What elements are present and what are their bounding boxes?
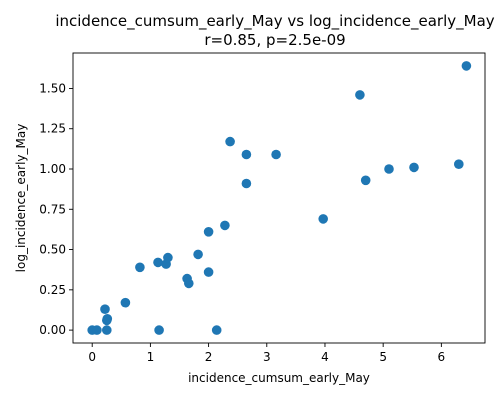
x-tick-label: 2 [205,350,213,364]
data-point [92,325,102,335]
data-point [203,227,214,237]
y-tick-label: 0.75 [39,202,66,216]
data-point [193,249,203,260]
x-tick-label: 6 [438,350,446,364]
plot-frame [72,52,486,344]
data-point [241,149,252,160]
data-point [135,262,145,273]
data-point [220,220,230,231]
data-point [100,304,110,315]
data-points [87,61,472,335]
x-tick-label: 5 [379,350,387,364]
data-point [461,61,472,71]
data-point [203,267,214,277]
data-point [211,325,222,335]
x-tick-label: 3 [263,350,271,364]
y-axis-label: log_incidence_early_May [14,124,28,273]
data-point [154,325,164,335]
data-point [241,178,252,189]
data-point [384,164,394,174]
data-point [163,252,173,263]
y-tick-label: 1.25 [39,122,66,136]
y-axis-ticks: 0.00 0.25 0.50 0.75 1.00 1.25 1.50 [39,81,73,337]
data-point [120,297,131,308]
data-point [360,175,371,186]
x-tick-label: 0 [88,350,96,364]
chart-title: incidence_cumsum_early_May vs log_incide… [55,12,494,31]
x-axis-ticks: 0 1 2 3 4 5 6 [88,343,445,364]
data-point [454,159,464,169]
x-tick-label: 4 [321,350,329,364]
data-point [184,278,194,289]
data-point [102,325,112,335]
y-tick-label: 0.50 [39,243,66,257]
y-tick-label: 0.25 [39,283,66,297]
data-point [225,136,235,147]
chart-subtitle: r=0.85, p=2.5e-09 [204,31,345,49]
data-point [355,90,365,100]
y-tick-label: 1.00 [39,162,66,176]
x-axis-label: incidence_cumsum_early_May [188,371,370,385]
data-point [102,314,113,324]
y-tick-label: 1.50 [39,81,66,95]
data-point [409,162,419,173]
data-point [153,257,163,268]
y-tick-label: 0.00 [39,323,66,337]
data-point [271,149,281,160]
data-point [318,214,329,224]
x-tick-label: 1 [147,350,155,364]
